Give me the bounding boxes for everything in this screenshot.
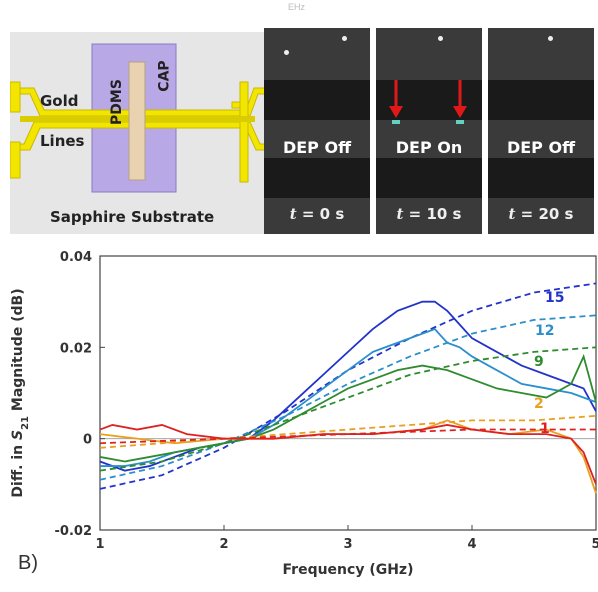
y-tick-label: 0.04 (60, 250, 92, 265)
series-9-fit (99, 346, 597, 472)
series-labels: 15 12 9 2 1 (534, 290, 564, 437)
red-arrowhead-2 (453, 106, 467, 118)
series-15-measured (99, 300, 597, 472)
x-tick-label: 5 (591, 537, 598, 552)
series-layer (99, 282, 597, 494)
series-9-measured (99, 353, 597, 463)
y-tick-label: -0.02 (55, 524, 92, 539)
series-1-fit (99, 428, 596, 445)
y-axis-label: Diff. in S21 Magnitude (dB) (10, 288, 31, 497)
series-12-measured (100, 328, 597, 467)
series-label-15: 15 (545, 290, 564, 306)
frame-2-state: DEP On (395, 138, 463, 157)
x-axis-label: Frequency (GHz) (283, 562, 414, 578)
series-1-measured (99, 424, 597, 485)
device-schematic (9, 43, 266, 193)
y-tick-label: 0 (83, 433, 92, 448)
cap-strip (128, 61, 146, 181)
faint-header-text: EHz (288, 2, 306, 12)
series-label-2: 2 (534, 396, 544, 412)
x-tick-label: 2 (219, 537, 228, 552)
series-2-fit (99, 414, 597, 449)
panel-b-label: B) (18, 552, 38, 574)
frame-3-time: t = 20 s (508, 205, 574, 223)
frame-2: DEP On t = 10 s (376, 28, 482, 234)
pdms-label: PDMS (108, 79, 125, 125)
substrate-label: Sapphire Substrate (50, 208, 215, 226)
x-tick-label: 4 (467, 537, 476, 552)
series-12-fit (99, 314, 597, 481)
y-tick-label: 0.02 (60, 341, 92, 356)
frame-3: DEP Off t = 20 s (488, 28, 594, 234)
frame-1-time: t = 0 s (289, 205, 345, 223)
gold-label: Gold (40, 92, 79, 110)
x-tick-label: 1 (95, 537, 104, 552)
series-label-1: 1 (540, 421, 550, 437)
frame-2-time: t = 10 s (396, 205, 462, 223)
frame-1: DEP Off t = 0 s (264, 28, 370, 234)
device-diagram: Gold Lines PDMS CAP Sapphire Substrate (9, 32, 266, 234)
dep-arrows (389, 80, 467, 118)
cap-label: CAP (156, 60, 173, 92)
frame-3-state: DEP Off (506, 138, 576, 157)
lines-label: Lines (40, 132, 85, 150)
series-label-12: 12 (535, 323, 554, 339)
frame-1-state: DEP Off (282, 138, 352, 157)
red-arrowhead-1 (389, 106, 403, 118)
x-tick-label: 3 (343, 537, 352, 552)
series-label-9: 9 (534, 354, 544, 370)
